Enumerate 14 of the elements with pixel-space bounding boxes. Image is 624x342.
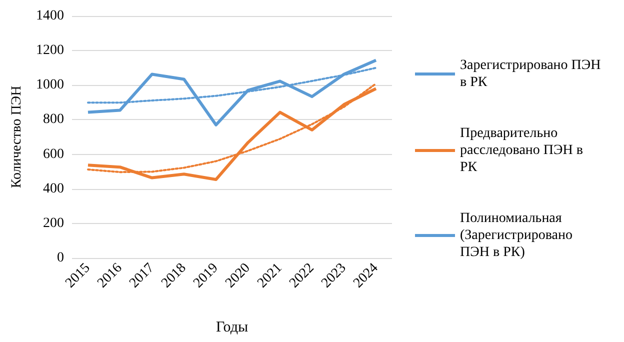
y-tick-label: 800 [43, 112, 64, 128]
y-tick-label: 200 [43, 216, 64, 231]
legend-label: Зарегистрировано ПЭН в РК [460, 58, 601, 90]
y-axis-title: Количество ПЭН [10, 86, 24, 188]
y-tick-label: 400 [43, 181, 64, 196]
y-tick-label: 1200 [36, 43, 64, 58]
y-tick-label: 1400 [36, 8, 64, 24]
y-tick-label: 0 [57, 250, 64, 266]
line-series [86, 58, 378, 126]
legend-label: Полиномиальная (Зарегистрировано ПЭН в РК) [460, 211, 572, 260]
x-axis-title: Годы [216, 320, 248, 336]
y-tick-label: 600 [43, 146, 64, 162]
y-tick-label: 1000 [36, 78, 64, 93]
legend-label: Предварительно расследовано ПЭН в РК [460, 126, 584, 175]
